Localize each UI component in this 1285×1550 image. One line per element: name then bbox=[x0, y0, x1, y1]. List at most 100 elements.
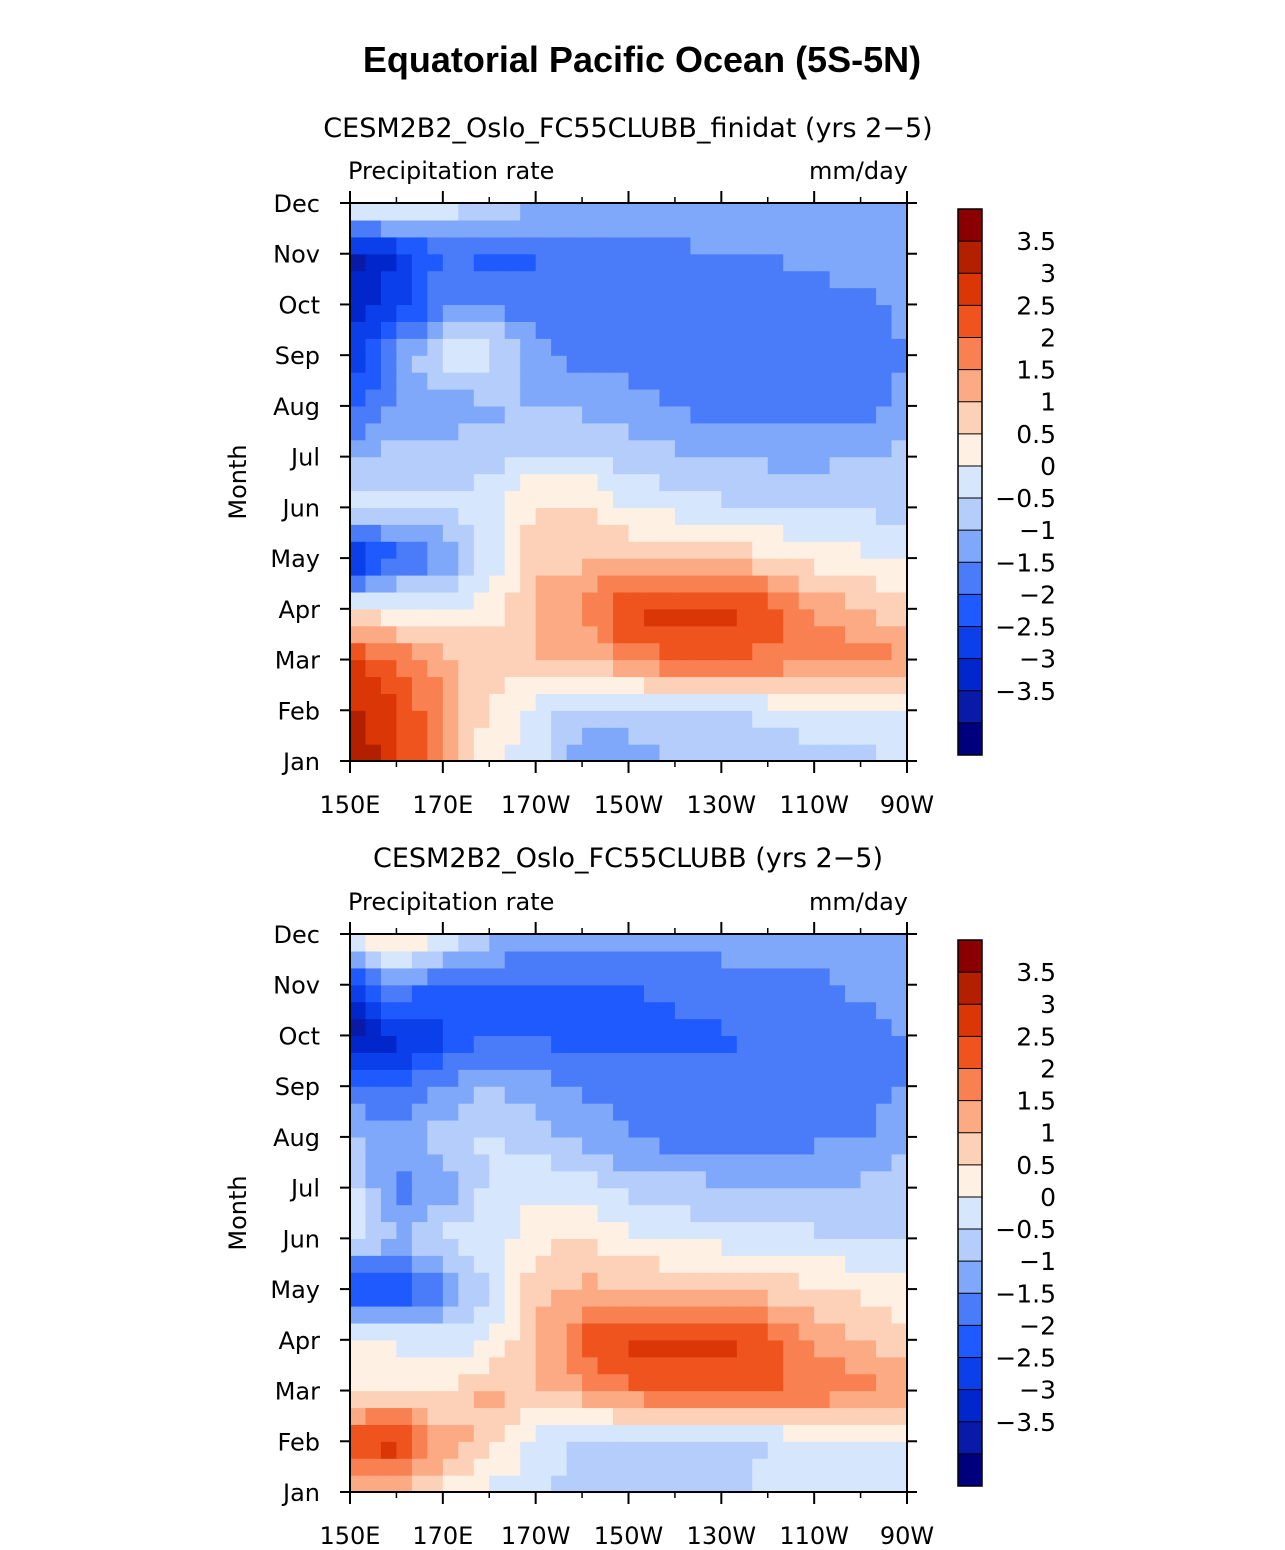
contour-cell bbox=[767, 1103, 784, 1121]
contour-cell bbox=[489, 1339, 506, 1358]
contour-cell bbox=[783, 1170, 800, 1189]
contour-cell bbox=[829, 1424, 846, 1442]
contour-cell bbox=[798, 287, 815, 306]
contour-cell bbox=[365, 1356, 382, 1375]
contour-cell bbox=[643, 1018, 661, 1037]
contour-cell bbox=[489, 422, 506, 441]
contour-cell bbox=[411, 1136, 428, 1155]
panel-title: CESM2B2_Oslo_FC55CLUBB_finidat (yrs 2−5) bbox=[323, 113, 932, 144]
contour-cell bbox=[411, 287, 428, 306]
contour-cell bbox=[411, 984, 428, 1003]
contour-cell bbox=[520, 659, 537, 678]
contour-cell bbox=[613, 984, 630, 1003]
contour-cell bbox=[690, 676, 707, 694]
contour-cell bbox=[705, 1103, 722, 1121]
contour-cell bbox=[442, 439, 459, 458]
contour-cell bbox=[504, 1238, 521, 1256]
contour-cell bbox=[860, 710, 877, 728]
contour-cell bbox=[814, 625, 831, 644]
contour-cell bbox=[504, 1475, 521, 1492]
x-tick-label: 170E bbox=[412, 791, 473, 819]
contour-cell bbox=[380, 1390, 398, 1409]
contour-cell bbox=[442, 1407, 459, 1425]
contour-cell bbox=[643, 355, 661, 373]
contour-cell bbox=[845, 507, 862, 525]
contour-cell bbox=[458, 625, 475, 644]
contour-cell bbox=[783, 934, 800, 952]
contour-cell bbox=[535, 1204, 552, 1223]
contour-cell bbox=[860, 1069, 877, 1087]
contour-cell bbox=[783, 1204, 800, 1223]
contour-cell bbox=[396, 372, 413, 390]
contour-cell bbox=[520, 984, 537, 1003]
contour-cell bbox=[551, 422, 568, 441]
contour-cell bbox=[597, 693, 614, 711]
contour-cell bbox=[767, 203, 784, 221]
contour-cell bbox=[736, 693, 753, 711]
contour-cell bbox=[752, 676, 769, 694]
contour-cell bbox=[458, 950, 475, 969]
colorbar-label: −3.5 bbox=[995, 677, 1056, 706]
contour-cell bbox=[705, 389, 722, 407]
contour-cell bbox=[535, 1356, 552, 1375]
contour-cell bbox=[628, 591, 645, 610]
colorbar-label: −0.5 bbox=[995, 484, 1056, 513]
contour-cell bbox=[489, 967, 506, 986]
contour-cell bbox=[350, 1086, 367, 1104]
contour-cell bbox=[845, 950, 862, 969]
contour-cell bbox=[752, 1120, 769, 1138]
contour-cell bbox=[643, 1356, 661, 1375]
contour-cell bbox=[736, 219, 753, 238]
contour-cell bbox=[566, 1052, 583, 1070]
contour-cell bbox=[643, 321, 661, 339]
contour-cell bbox=[814, 524, 831, 542]
contour-cell bbox=[674, 676, 691, 694]
contour-cell bbox=[535, 355, 552, 373]
contour-cell bbox=[582, 372, 599, 390]
contour-cell bbox=[613, 1136, 630, 1155]
contour-cell bbox=[411, 1289, 428, 1307]
contour-cell bbox=[396, 1322, 413, 1341]
contour-cell bbox=[535, 490, 552, 508]
contour-cell bbox=[876, 1069, 893, 1087]
variable-label: Precipitation rate bbox=[348, 888, 554, 916]
contour-cell bbox=[427, 1204, 444, 1223]
contour-cell bbox=[535, 507, 552, 525]
contour-cell bbox=[350, 490, 367, 508]
contour-cell bbox=[674, 524, 691, 542]
contour-cell bbox=[350, 693, 367, 711]
contour-cell bbox=[566, 1136, 583, 1155]
contour-cell bbox=[504, 1204, 521, 1223]
contour-cell bbox=[582, 1407, 599, 1425]
contour-cell bbox=[767, 524, 784, 542]
contour-cell bbox=[535, 710, 552, 728]
contour-cell bbox=[535, 591, 552, 610]
contour-cell bbox=[442, 591, 459, 610]
contour-cell bbox=[845, 439, 862, 458]
contour-cell bbox=[628, 1069, 645, 1087]
contour-cell bbox=[350, 203, 367, 221]
contour-cell bbox=[690, 541, 707, 559]
contour-cell bbox=[597, 1170, 614, 1189]
contour-cell bbox=[721, 984, 738, 1003]
contour-cell bbox=[551, 490, 568, 508]
contour-cell bbox=[520, 727, 537, 745]
contour-cell bbox=[396, 642, 413, 661]
contour-cell bbox=[767, 405, 784, 424]
contour-cell bbox=[628, 710, 645, 728]
contour-cell bbox=[876, 625, 893, 644]
y-tick-label: Jul bbox=[289, 444, 320, 472]
contour-cell bbox=[876, 1339, 893, 1358]
contour-cell bbox=[767, 1373, 784, 1392]
contour-cell bbox=[535, 727, 552, 745]
contour-cell bbox=[829, 372, 846, 390]
contour-cell bbox=[365, 1069, 382, 1087]
y-tick-label: Feb bbox=[278, 697, 321, 725]
contour-cell bbox=[845, 1238, 862, 1256]
contour-cell bbox=[597, 1407, 614, 1425]
contour-cell bbox=[566, 490, 583, 508]
contour-cell bbox=[442, 1424, 459, 1442]
contour-cell bbox=[613, 575, 630, 593]
contour-cell bbox=[736, 1238, 753, 1256]
contour-cell bbox=[427, 1322, 444, 1341]
